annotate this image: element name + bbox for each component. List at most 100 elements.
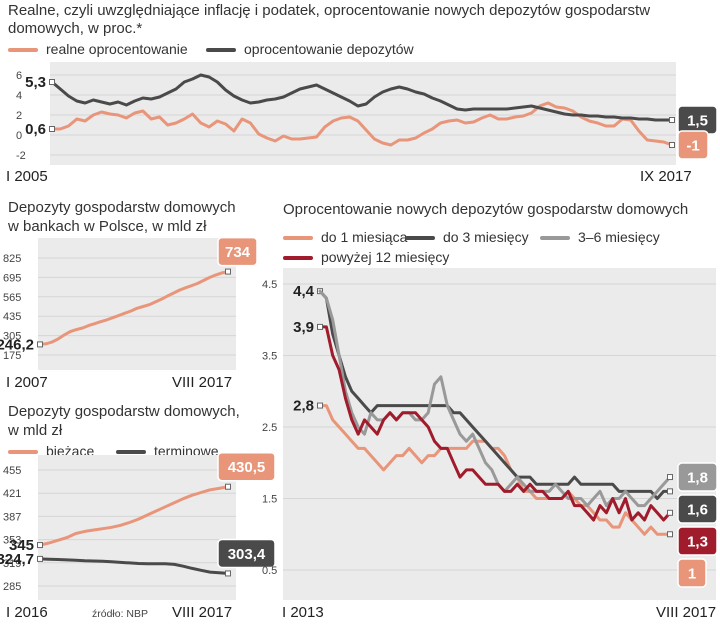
y-tick-label: 0.5: [262, 565, 277, 577]
chart4-panel: [283, 268, 716, 600]
series-line: [50, 73, 674, 122]
y-tick-label: 435: [3, 311, 21, 323]
chart1-legend-real: realne oprocentowanie: [8, 41, 188, 57]
start-value-label: 4,4: [293, 283, 315, 300]
end-value-label-box: [677, 558, 707, 588]
legend-swatch-red: [283, 256, 313, 261]
legend-label: do 3 miesięcy: [443, 229, 529, 245]
y-tick-label: 175: [3, 350, 21, 362]
end-marker: [225, 570, 231, 577]
end-value-label: 734: [225, 244, 251, 261]
chart4-period-start: I 2013: [282, 604, 324, 621]
start-value-label: 3,9: [293, 319, 314, 336]
end-value-label: 430,5: [228, 459, 266, 476]
chart4-title: Oprocentowanie nowych depozytów gospodar…: [283, 201, 689, 218]
legend-label: oprocentowanie depozytów: [244, 41, 414, 57]
end-value-label: 1,3: [687, 534, 708, 551]
end-marker: [667, 488, 673, 495]
start-value-label: 345: [9, 537, 34, 554]
start-value-label: 0,6: [25, 121, 46, 138]
chart2-title-line1: Depozyty gospodarstw domowych: [8, 199, 236, 216]
chart3-period-end: VIII 2017: [172, 604, 233, 621]
chart3-title-line1: Depozyty gospodarstw domowych,: [8, 403, 240, 420]
end-value-label-box: [217, 236, 258, 267]
legend-swatch-pink: [283, 236, 313, 241]
start-marker: [317, 323, 323, 330]
chart1-period-start: I 2005: [6, 168, 48, 185]
start-marker: [49, 79, 55, 85]
y-tick-label: 319: [3, 558, 21, 570]
start-marker: [37, 341, 43, 348]
end-value-label: 1,8: [687, 470, 708, 487]
chart1-legend-nominal: oprocentowanie depozytów: [206, 41, 414, 57]
y-tick-label: 565: [3, 292, 21, 304]
series-line: [38, 485, 230, 547]
end-value-label: 303,4: [228, 546, 266, 563]
legend-swatch-dark: [405, 236, 435, 241]
end-value-label: -1: [686, 138, 699, 155]
chart4-legend-6m: 3–6 miesięcy: [540, 229, 660, 245]
legend-label: do 1 miesiąca: [321, 229, 408, 245]
y-tick-label: 825: [3, 253, 21, 265]
end-value-label: 1,6: [687, 502, 708, 519]
y-tick-label: 4.5: [262, 279, 277, 291]
chart4-period-end: VIII 2017: [656, 604, 717, 621]
end-marker: [225, 268, 231, 275]
legend-label: realne oprocentowanie: [46, 41, 188, 57]
y-tick-label: 0: [16, 130, 22, 142]
chart1-period-end: IX 2017: [640, 168, 692, 185]
legend-swatch-dark: [206, 48, 236, 53]
end-value-label-box: [677, 130, 709, 160]
legend-label: 3–6 miesięcy: [578, 229, 660, 245]
end-marker: [667, 474, 673, 481]
legend-swatch-dark: [116, 450, 146, 455]
end-marker: [669, 117, 675, 123]
chart4-legend-3m: do 3 miesięcy: [405, 229, 529, 245]
y-tick-label: 6: [16, 70, 22, 82]
end-value-label: 1: [688, 566, 696, 583]
legend-swatch-gray: [540, 236, 570, 241]
series-line: [318, 289, 672, 500]
y-tick-label: 695: [3, 272, 21, 284]
chart2-panel: [38, 238, 236, 370]
legend-label: powyżej 12 miesięcy: [321, 249, 450, 265]
chart3-title-line2: w mld zł: [8, 422, 63, 439]
start-marker: [37, 542, 43, 549]
y-tick-label: -2: [16, 150, 26, 162]
legend-swatch-pink: [8, 48, 38, 53]
chart3-period-start: I 2016: [6, 604, 48, 621]
y-tick-label: 421: [3, 488, 21, 500]
start-value-label: 2,8: [293, 398, 314, 415]
chart4-legend-1m: do 1 miesiąca: [283, 229, 407, 245]
y-tick-label: 305: [3, 331, 21, 343]
end-value-label-box: [217, 451, 276, 482]
start-value-label: 5,3: [25, 74, 46, 91]
start-marker: [37, 555, 43, 562]
end-marker: [667, 509, 673, 516]
chart2-period-start: I 2007: [6, 374, 48, 391]
y-tick-label: 2.5: [262, 422, 277, 434]
end-value-label: 1,5: [687, 113, 708, 130]
y-tick-label: 387: [3, 511, 21, 523]
legend-swatch-pink: [8, 450, 38, 455]
end-marker: [667, 531, 673, 538]
end-marker: [225, 483, 231, 490]
start-marker: [49, 126, 55, 132]
series-line: [50, 101, 674, 147]
y-tick-label: 2: [16, 110, 22, 122]
end-value-label-box: [677, 526, 718, 556]
chart3-source: źródło: NBP: [92, 608, 149, 620]
y-tick-label: 285: [3, 581, 21, 593]
series-line: [318, 325, 672, 522]
chart1-title: Realne, czyli uwzględniające inflację i …: [8, 2, 651, 37]
y-tick-label: 3.5: [262, 351, 277, 363]
chart2-period-end: VIII 2017: [172, 374, 233, 391]
end-value-label-box: [677, 462, 718, 492]
chart2-title-line2: w bankach w Polsce, w mld zł: [8, 218, 207, 235]
end-value-label-box: [677, 494, 718, 524]
chart3-panel: [38, 455, 236, 600]
start-marker: [317, 402, 323, 409]
y-tick-label: 1.5: [262, 494, 277, 506]
end-value-label-box: [217, 538, 276, 569]
